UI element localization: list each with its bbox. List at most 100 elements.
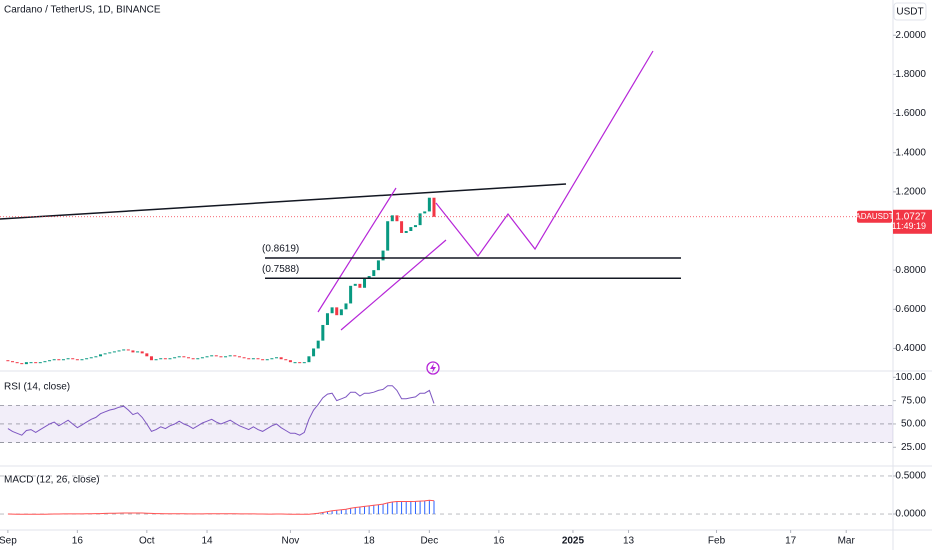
- candle: [177, 356, 181, 358]
- candle: [149, 356, 153, 361]
- trend-line: [0, 183, 567, 220]
- candle: [15, 362, 19, 364]
- candle: [256, 358, 260, 360]
- x-tick-label: 14: [201, 536, 213, 547]
- candle: [57, 359, 61, 361]
- candle: [126, 349, 130, 351]
- candle: [376, 260, 380, 271]
- y-tick-label: 1.2000: [895, 186, 926, 197]
- candle: [395, 215, 399, 222]
- candle: [233, 355, 237, 357]
- candle: [196, 358, 200, 360]
- candle: [80, 359, 84, 361]
- symbol-label: ADAUSDT: [855, 212, 893, 221]
- candle: [381, 250, 385, 261]
- x-tick-label: Feb: [708, 536, 726, 547]
- candle: [358, 283, 362, 288]
- candle: [284, 359, 288, 361]
- candle: [43, 361, 47, 363]
- candle: [321, 324, 325, 341]
- candle: [363, 277, 367, 288]
- candle: [159, 358, 163, 360]
- candle: [219, 356, 223, 358]
- x-tick-label: Oct: [139, 536, 155, 547]
- last-price-box: [893, 209, 932, 234]
- rsi-band: [0, 405, 893, 443]
- x-tick-label: 16: [493, 536, 505, 547]
- candle: [103, 353, 107, 355]
- candle: [432, 197, 436, 217]
- currency-box[interactable]: [893, 2, 927, 21]
- candle: [191, 358, 195, 360]
- candle: [214, 355, 218, 357]
- x-tick-label: 16: [72, 536, 84, 547]
- candle: [140, 351, 144, 354]
- x-tick-label: 18: [364, 536, 376, 547]
- countdown-label: 11:49:19: [892, 221, 926, 231]
- candle: [386, 221, 390, 251]
- candle: [409, 227, 413, 232]
- rsi-tick-label: 50.00: [901, 419, 926, 430]
- candle: [275, 357, 279, 359]
- channel-line: [317, 187, 397, 313]
- channel-line: [340, 239, 447, 331]
- candle: [11, 361, 15, 363]
- candle: [404, 231, 408, 233]
- candle: [312, 348, 316, 357]
- candle: [187, 357, 191, 359]
- candle: [112, 351, 116, 353]
- candle: [99, 354, 103, 357]
- candle: [330, 307, 334, 314]
- candle: [168, 358, 172, 360]
- event-icon-bolt: [430, 363, 436, 373]
- candle: [85, 358, 89, 360]
- last-price-label: 1.0727: [895, 211, 926, 222]
- y-tick-label: 1.6000: [895, 108, 926, 119]
- candle: [367, 276, 371, 278]
- candle: [353, 283, 357, 286]
- candle: [89, 357, 93, 359]
- symbol-box: [857, 210, 892, 223]
- event-icon[interactable]: [426, 361, 440, 375]
- candle: [131, 350, 135, 353]
- x-tick-label: Sep: [0, 536, 17, 547]
- candle: [302, 362, 306, 364]
- candle: [242, 357, 246, 359]
- candle: [423, 211, 427, 214]
- candle: [20, 363, 24, 365]
- candle: [24, 362, 28, 365]
- plot-layer: Sep 16 Oct 14 Nov 18 Dec 16 2025 13 Feb 17 Mar 0.4000…: [0, 30, 932, 547]
- candle: [335, 307, 339, 316]
- candle: [390, 215, 394, 222]
- candle: [279, 357, 283, 360]
- candle: [224, 356, 228, 358]
- candle: [48, 360, 52, 362]
- candle: [61, 359, 65, 361]
- x-tick-label: Mar: [838, 536, 856, 547]
- candle: [200, 357, 204, 359]
- candle: [228, 355, 232, 357]
- candle: [261, 359, 265, 361]
- x-tick-label: Nov: [282, 536, 300, 547]
- x-tick-label: 2025: [562, 536, 585, 547]
- candle: [344, 303, 348, 310]
- chart-title: Cardano / TetherUS, 1D, BINANCE: [4, 5, 161, 16]
- x-tick-label: 17: [785, 536, 797, 547]
- candle: [108, 352, 112, 354]
- candle: [38, 362, 42, 364]
- candle: [210, 355, 214, 357]
- macd-tick-label: 0.0000: [895, 509, 926, 520]
- candle: [237, 356, 241, 358]
- candle: [182, 356, 186, 358]
- candle: [136, 351, 140, 353]
- y-tick-label: 1.8000: [895, 69, 926, 80]
- candle: [145, 353, 149, 357]
- candle: [293, 362, 297, 364]
- level-label: (0.8619): [262, 244, 299, 255]
- rsi-tick-label: 25.00: [901, 442, 926, 453]
- candle: [372, 270, 376, 277]
- candle: [75, 359, 79, 361]
- candle: [34, 362, 38, 364]
- candle: [71, 358, 75, 360]
